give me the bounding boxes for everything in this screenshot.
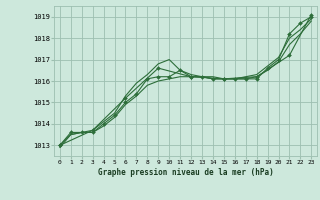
- X-axis label: Graphe pression niveau de la mer (hPa): Graphe pression niveau de la mer (hPa): [98, 168, 274, 177]
